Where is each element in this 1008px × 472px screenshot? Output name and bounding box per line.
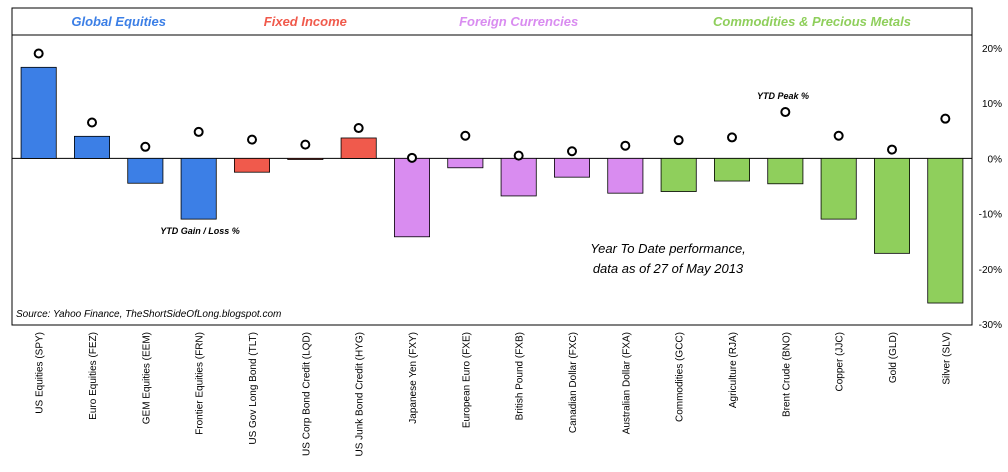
peak-marker-6 bbox=[353, 123, 364, 134]
y-tick-label: 0% bbox=[988, 154, 1003, 165]
category-label-16: Gold (GLD) bbox=[888, 332, 899, 383]
y-tick-label: -30% bbox=[979, 320, 1002, 331]
bar-10 bbox=[554, 157, 591, 178]
category-label-1: Euro Equities (FEZ) bbox=[88, 332, 99, 420]
bar-16 bbox=[874, 157, 911, 254]
bar-5 bbox=[287, 157, 324, 160]
source-note: Source: Yahoo Finance, TheShortSideOfLon… bbox=[16, 309, 281, 320]
category-label-17: Silver (SLV) bbox=[941, 332, 952, 385]
category-label-10: Canadian Dollar (FXC) bbox=[568, 332, 579, 433]
category-label-11: Australian Dollar (FXA) bbox=[621, 332, 632, 434]
bar-7 bbox=[393, 157, 430, 238]
peak-marker-16 bbox=[887, 144, 897, 155]
gain-loss-annotation: YTD Gain / Loss % bbox=[160, 226, 240, 236]
y-tick-label: -20% bbox=[979, 265, 1002, 276]
category-label-8: European Euro (FXE) bbox=[461, 332, 472, 428]
performance-note-line1: Year To Date performance, bbox=[590, 241, 746, 256]
peak-marker-5 bbox=[300, 139, 311, 150]
group-header-0: Global Equities bbox=[71, 14, 166, 29]
bar-17 bbox=[927, 157, 964, 304]
category-label-4: US Gov Long Bond (TLT) bbox=[248, 332, 259, 445]
category-label-9: British Pound (FXB) bbox=[515, 332, 526, 420]
category-label-0: US Equities (SPY) bbox=[35, 332, 46, 414]
category-label-15: Copper (JJC) bbox=[835, 332, 846, 391]
bar-13 bbox=[714, 157, 751, 182]
y-tick-label: 20% bbox=[982, 44, 1002, 55]
category-label-14: Brent Crude (BNO) bbox=[781, 332, 792, 417]
peak-marker-4 bbox=[247, 134, 257, 145]
category-label-12: Commodities (GCC) bbox=[675, 332, 686, 422]
peak-marker-3 bbox=[193, 126, 204, 137]
plot-frame bbox=[11, 34, 973, 326]
category-label-7: Japanese Yen (FXY) bbox=[408, 332, 419, 424]
group-header-2: Foreign Currencies bbox=[459, 14, 578, 29]
peak-marker-2 bbox=[140, 141, 151, 152]
bar-11 bbox=[607, 157, 644, 194]
y-tick-label: -10% bbox=[979, 210, 1002, 221]
peak-marker-8 bbox=[460, 130, 471, 141]
peak-marker-11 bbox=[620, 140, 631, 151]
category-label-5: US Corp Bond Credit (LQD) bbox=[301, 332, 312, 456]
bar-6 bbox=[340, 137, 377, 159]
peak-annotation: YTD Peak % bbox=[757, 91, 809, 101]
bar-9 bbox=[500, 157, 537, 197]
group-header-3: Commodities & Precious Metals bbox=[713, 14, 911, 29]
peak-marker-14 bbox=[780, 107, 791, 118]
bar-0 bbox=[20, 66, 57, 159]
peak-marker-9 bbox=[513, 150, 524, 161]
peak-marker-17 bbox=[940, 113, 951, 124]
peak-marker-7 bbox=[407, 152, 417, 163]
category-label-6: US Junk Bond Credit (HYG) bbox=[355, 332, 366, 457]
peak-marker-1 bbox=[87, 117, 97, 128]
category-label-3: Frontier Equities (FRN) bbox=[195, 332, 206, 435]
peak-marker-13 bbox=[727, 132, 737, 143]
group-header-1: Fixed Income bbox=[264, 14, 347, 29]
bar-3 bbox=[180, 157, 217, 220]
performance-note-line2: data as of 27 of May 2013 bbox=[593, 261, 744, 276]
peak-marker-15 bbox=[833, 130, 844, 141]
bar-12 bbox=[660, 157, 697, 192]
bar-4 bbox=[233, 157, 270, 173]
y-tick-label: 10% bbox=[982, 99, 1002, 110]
bar-1 bbox=[74, 135, 111, 159]
peak-marker-10 bbox=[567, 146, 577, 157]
bar-14 bbox=[767, 157, 804, 185]
header-box bbox=[11, 7, 973, 36]
peak-marker-0 bbox=[33, 48, 44, 59]
category-label-2: GEM Equities (EEM) bbox=[141, 332, 152, 424]
peak-marker-12 bbox=[673, 135, 684, 146]
bar-8 bbox=[447, 157, 484, 169]
bar-2 bbox=[127, 157, 164, 184]
category-label-13: Agriculture (RJA) bbox=[728, 332, 739, 408]
bar-15 bbox=[820, 157, 857, 220]
